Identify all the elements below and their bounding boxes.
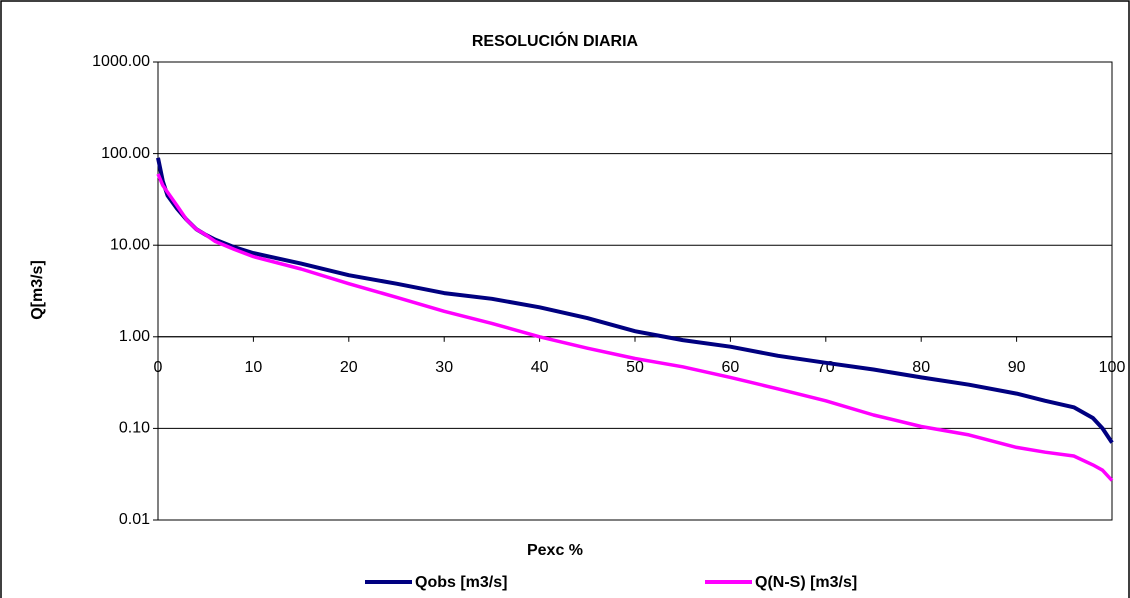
x-tick-label: 80 (912, 359, 930, 376)
x-tick-label: 90 (1008, 359, 1026, 376)
series-line (156, 173, 1114, 482)
y-tick-label: 1000.00 (92, 53, 150, 70)
chart-title: RESOLUCIÓN DIARIA (472, 31, 639, 50)
legend-label: Qobs [m3/s] (415, 574, 507, 591)
x-axis-title: Pexc % (527, 542, 583, 559)
x-tick-label: 60 (722, 359, 740, 376)
legend-label: Q(N-S) [m3/s] (755, 574, 857, 591)
y-tick-label: 100.00 (101, 145, 150, 162)
x-tick-label: 0 (154, 359, 163, 376)
x-tick-label: 30 (435, 359, 453, 376)
x-tick-label: 50 (626, 359, 644, 376)
y-tick-label: 0.10 (119, 420, 150, 437)
y-axis-title: Q[m3/s] (29, 260, 46, 320)
x-tick-label: 100 (1099, 359, 1126, 376)
y-tick-label: 1.00 (119, 328, 150, 345)
x-tick-label: 10 (245, 359, 263, 376)
x-tick-label: 20 (340, 359, 358, 376)
y-tick-label: 10.00 (110, 236, 150, 253)
x-tick-label: 40 (531, 359, 549, 376)
y-tick-label: 0.01 (119, 511, 150, 528)
